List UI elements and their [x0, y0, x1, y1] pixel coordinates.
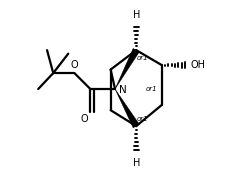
Text: N: N [120, 85, 127, 95]
Text: or1: or1 [146, 86, 157, 92]
Text: or1: or1 [137, 55, 148, 61]
Text: H: H [133, 158, 140, 167]
Polygon shape [115, 48, 139, 89]
Text: OH: OH [190, 60, 205, 70]
Text: H: H [133, 11, 140, 20]
Polygon shape [115, 89, 139, 128]
Text: O: O [81, 114, 89, 124]
Text: or1: or1 [137, 116, 148, 122]
Text: O: O [71, 61, 78, 70]
